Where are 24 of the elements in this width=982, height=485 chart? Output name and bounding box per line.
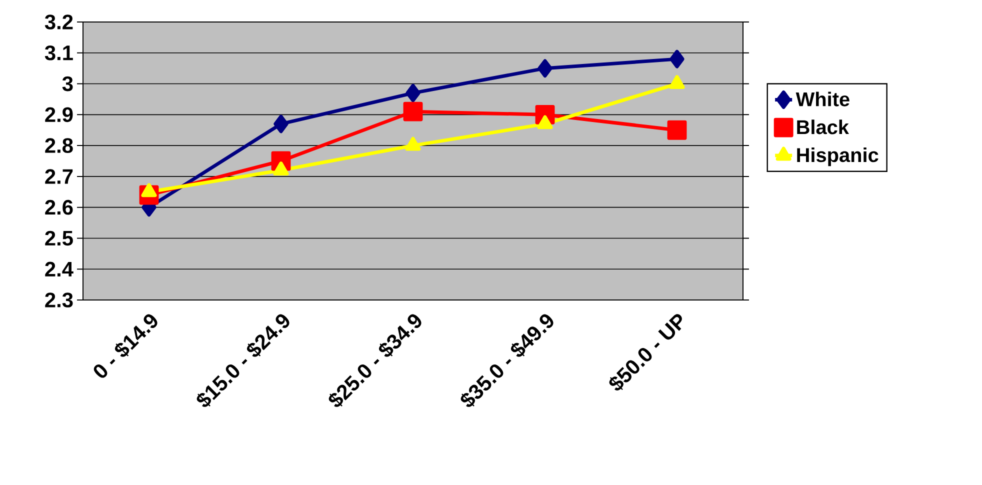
y-tick-label: 2.8 [45, 138, 73, 153]
point [273, 162, 289, 176]
legend-label: Black [797, 120, 849, 134]
y-tick-label: 2.7 [45, 169, 73, 184]
y-tick-label: 2.4 [45, 262, 74, 276]
point [670, 50, 684, 68]
legend-label: Hispanic [797, 148, 878, 166]
point [669, 75, 685, 90]
point [141, 183, 157, 198]
point [538, 59, 552, 78]
y-tick-label: 3.2 [44, 14, 73, 30]
point [274, 114, 288, 134]
legend-label: White [796, 92, 850, 106]
y-tick-label: 3 [62, 76, 73, 92]
point [405, 136, 421, 151]
point [406, 84, 420, 102]
point [667, 120, 687, 140]
point [403, 102, 423, 122]
y-tick-label: 2.5 [45, 230, 73, 246]
y-tick-label: 2.9 [45, 107, 73, 122]
point [537, 115, 553, 130]
y-tick-label: 2.6 [45, 200, 73, 215]
y-tick-label: 3.1 [44, 45, 73, 60]
y-tick-label: 2.3 [45, 292, 73, 308]
